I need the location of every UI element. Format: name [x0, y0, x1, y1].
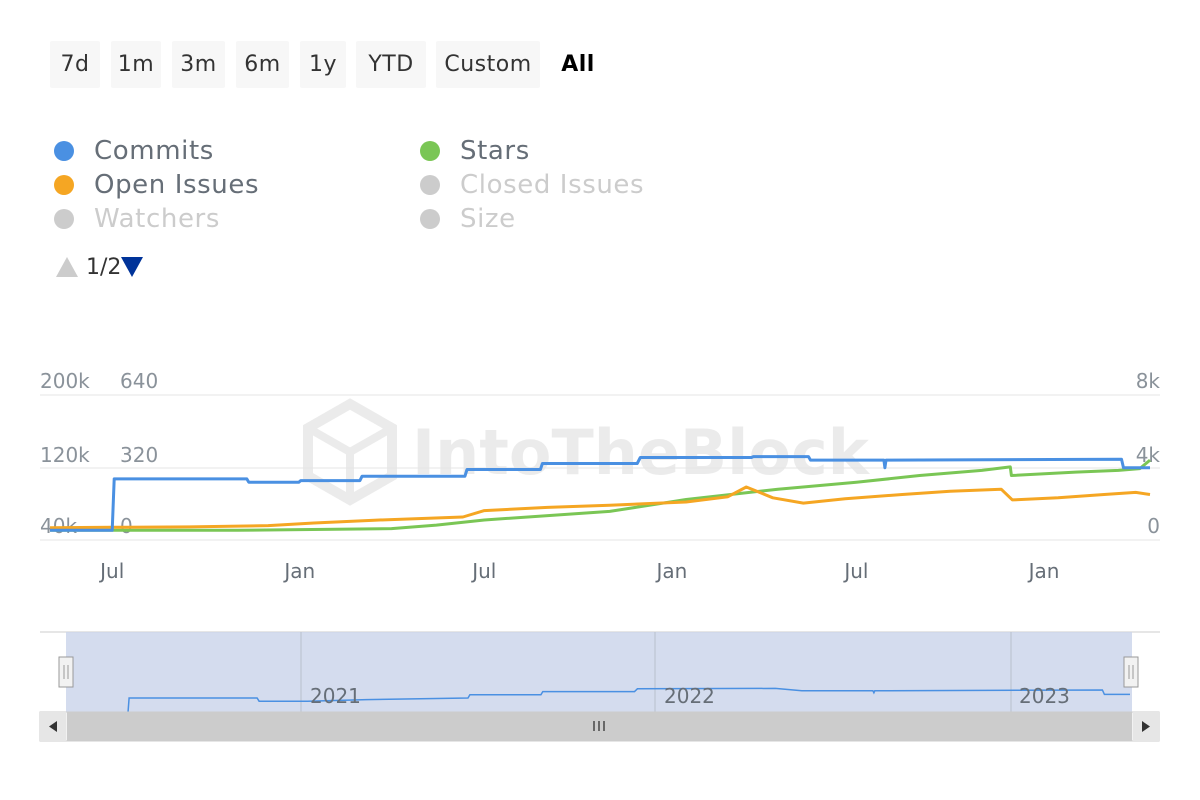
handle-box[interactable] — [58, 656, 74, 688]
x-tick-label: Jul — [842, 559, 868, 583]
x-tick-label: Jul — [470, 559, 496, 583]
x-tick-label: Jan — [654, 559, 687, 583]
series-group — [49, 455, 1151, 532]
legend-dot-icon — [54, 209, 74, 229]
legend-label: Stars — [460, 136, 530, 166]
scroll-right-button[interactable] — [1133, 712, 1159, 741]
legend-item-closed-issues[interactable]: Closed Issues — [420, 170, 644, 200]
series-line-open-issues[interactable] — [49, 485, 1151, 530]
commits-axis-tick: 40k — [40, 514, 77, 538]
watermark: IntoTheBlock — [303, 398, 871, 506]
x-tick-label: Jan — [1027, 559, 1060, 583]
navigator: 2021 2022 2023 — [40, 631, 1160, 726]
navigator-handle-right[interactable] — [1123, 656, 1139, 688]
x-tick-label: Jan — [282, 559, 315, 583]
watermark-logo-icon — [303, 398, 397, 506]
range-button-ytd[interactable]: YTD — [356, 41, 426, 88]
legend-item-stars[interactable]: Stars — [420, 136, 530, 166]
pager-up-arrow-icon[interactable] — [56, 257, 78, 277]
triangle-right-icon — [1142, 721, 1150, 732]
issues-axis-tick: 320 — [120, 443, 158, 467]
legend-dot-icon — [420, 141, 440, 161]
pager-down-arrow-icon[interactable] — [121, 257, 144, 277]
stars-axis-tick: 8k — [1136, 369, 1161, 393]
legend-item-watchers[interactable]: Watchers — [54, 204, 220, 234]
range-button-1y[interactable]: 1y — [300, 41, 346, 88]
legend-label: Commits — [94, 136, 214, 166]
navigator-year-label: 2022 — [664, 684, 715, 708]
watermark-text: IntoTheBlock — [412, 416, 871, 489]
legend-dot-icon — [420, 209, 440, 229]
navigator-series-line — [67, 687, 1130, 726]
series-line-stars[interactable] — [50, 458, 1151, 532]
legend-label: Size — [460, 204, 516, 234]
navigator-handle-left[interactable] — [58, 656, 74, 688]
navigator-year-label: 2023 — [1019, 684, 1070, 708]
legend-item-open-issues[interactable]: Open Issues — [54, 170, 259, 200]
legend-label: Watchers — [94, 204, 220, 234]
legend-label: Closed Issues — [460, 170, 645, 200]
scroll-left-button[interactable] — [40, 712, 66, 741]
commits-axis-tick: 120k — [40, 443, 90, 467]
triangle-left-icon — [49, 721, 57, 732]
range-button-all[interactable]: All — [561, 52, 595, 77]
commits-axis-tick: 200k — [40, 369, 90, 393]
scrollbar-thumb-grip-icon — [593, 721, 605, 731]
navigator-year-label: 2021 — [310, 684, 361, 708]
handle-box[interactable] — [1123, 656, 1139, 688]
scrollbar — [39, 711, 1160, 742]
x-tick-label: Jul — [98, 559, 124, 583]
legend-pager: 1/2 — [56, 254, 144, 280]
range-button-6m[interactable]: 6m — [236, 41, 289, 88]
legend-dot-icon — [420, 175, 440, 195]
x-axis-ticks: Jul Jan Jul Jan Jul Jan — [98, 559, 1059, 583]
range-button-custom[interactable]: Custom — [436, 41, 540, 88]
legend-dot-icon — [54, 141, 74, 161]
range-button-3m[interactable]: 3m — [172, 41, 225, 88]
range-button-7d[interactable]: 7d — [50, 41, 100, 88]
stars-axis-tick: 0 — [1147, 514, 1160, 538]
navigator-mask[interactable] — [66, 632, 1132, 712]
pager-text: 1/2 — [86, 254, 122, 280]
issues-axis-tick: 640 — [120, 369, 158, 393]
range-button-1m[interactable]: 1m — [111, 41, 161, 88]
series-line-commits[interactable] — [50, 455, 1150, 532]
legend-label: Open Issues — [94, 170, 260, 200]
legend-item-size[interactable]: Size — [420, 204, 516, 234]
legend-item-commits[interactable]: Commits — [54, 136, 214, 166]
legend-dot-icon — [54, 175, 74, 195]
